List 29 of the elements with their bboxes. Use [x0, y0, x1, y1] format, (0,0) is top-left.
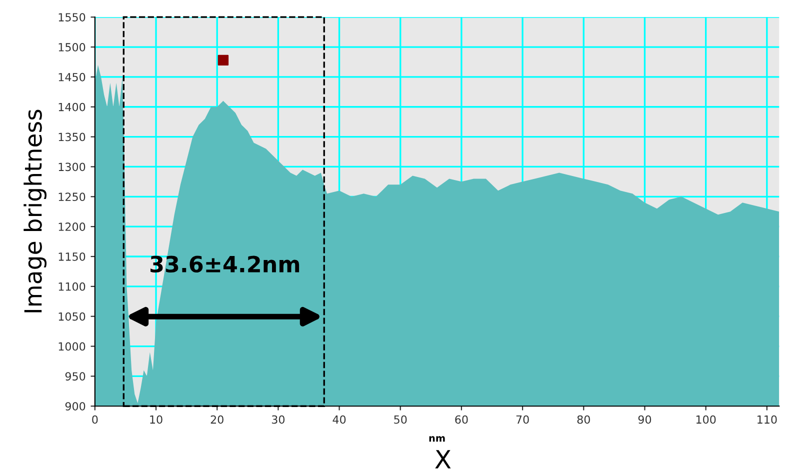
x-tick-label: 0 [92, 415, 98, 424]
y-tick-label: 1150 [58, 252, 86, 261]
y-tick-label: 1350 [58, 132, 86, 142]
y-tick-label: 950 [65, 372, 86, 381]
y-tick-label: 900 [65, 402, 86, 411]
x-tick-label: 50 [394, 415, 407, 424]
y-tick-label: 1400 [58, 102, 86, 112]
x-axis-title: nm [429, 436, 445, 442]
y-tick-label: 1050 [58, 312, 86, 321]
x-tick-label: 70 [516, 415, 529, 424]
y-axis-title: Image brightness [24, 110, 47, 312]
y-tick-label: 1250 [58, 192, 86, 202]
x-tick-label: 80 [577, 415, 590, 424]
y-tick-label: 1000 [58, 342, 86, 351]
y-tick-label: 1550 [58, 13, 86, 22]
y-tick-label: 1500 [58, 43, 86, 52]
y-tick-label: 1300 [58, 162, 86, 172]
x-tick-label: 40 [332, 415, 346, 424]
x-tick-label: 100 [696, 415, 716, 424]
y-tick-label: 1200 [58, 222, 86, 231]
x-tick-label: 60 [455, 415, 468, 424]
x-tick-label: 90 [638, 415, 652, 424]
x-tick-label: 110 [758, 415, 777, 424]
text: X [435, 450, 451, 468]
x-tick-label: 30 [272, 415, 285, 424]
y-tick-label: 1100 [58, 282, 86, 291]
x-tick-label: 20 [210, 415, 224, 424]
y-tick-label: 1450 [58, 72, 86, 82]
x-tick-label: 10 [150, 415, 162, 424]
